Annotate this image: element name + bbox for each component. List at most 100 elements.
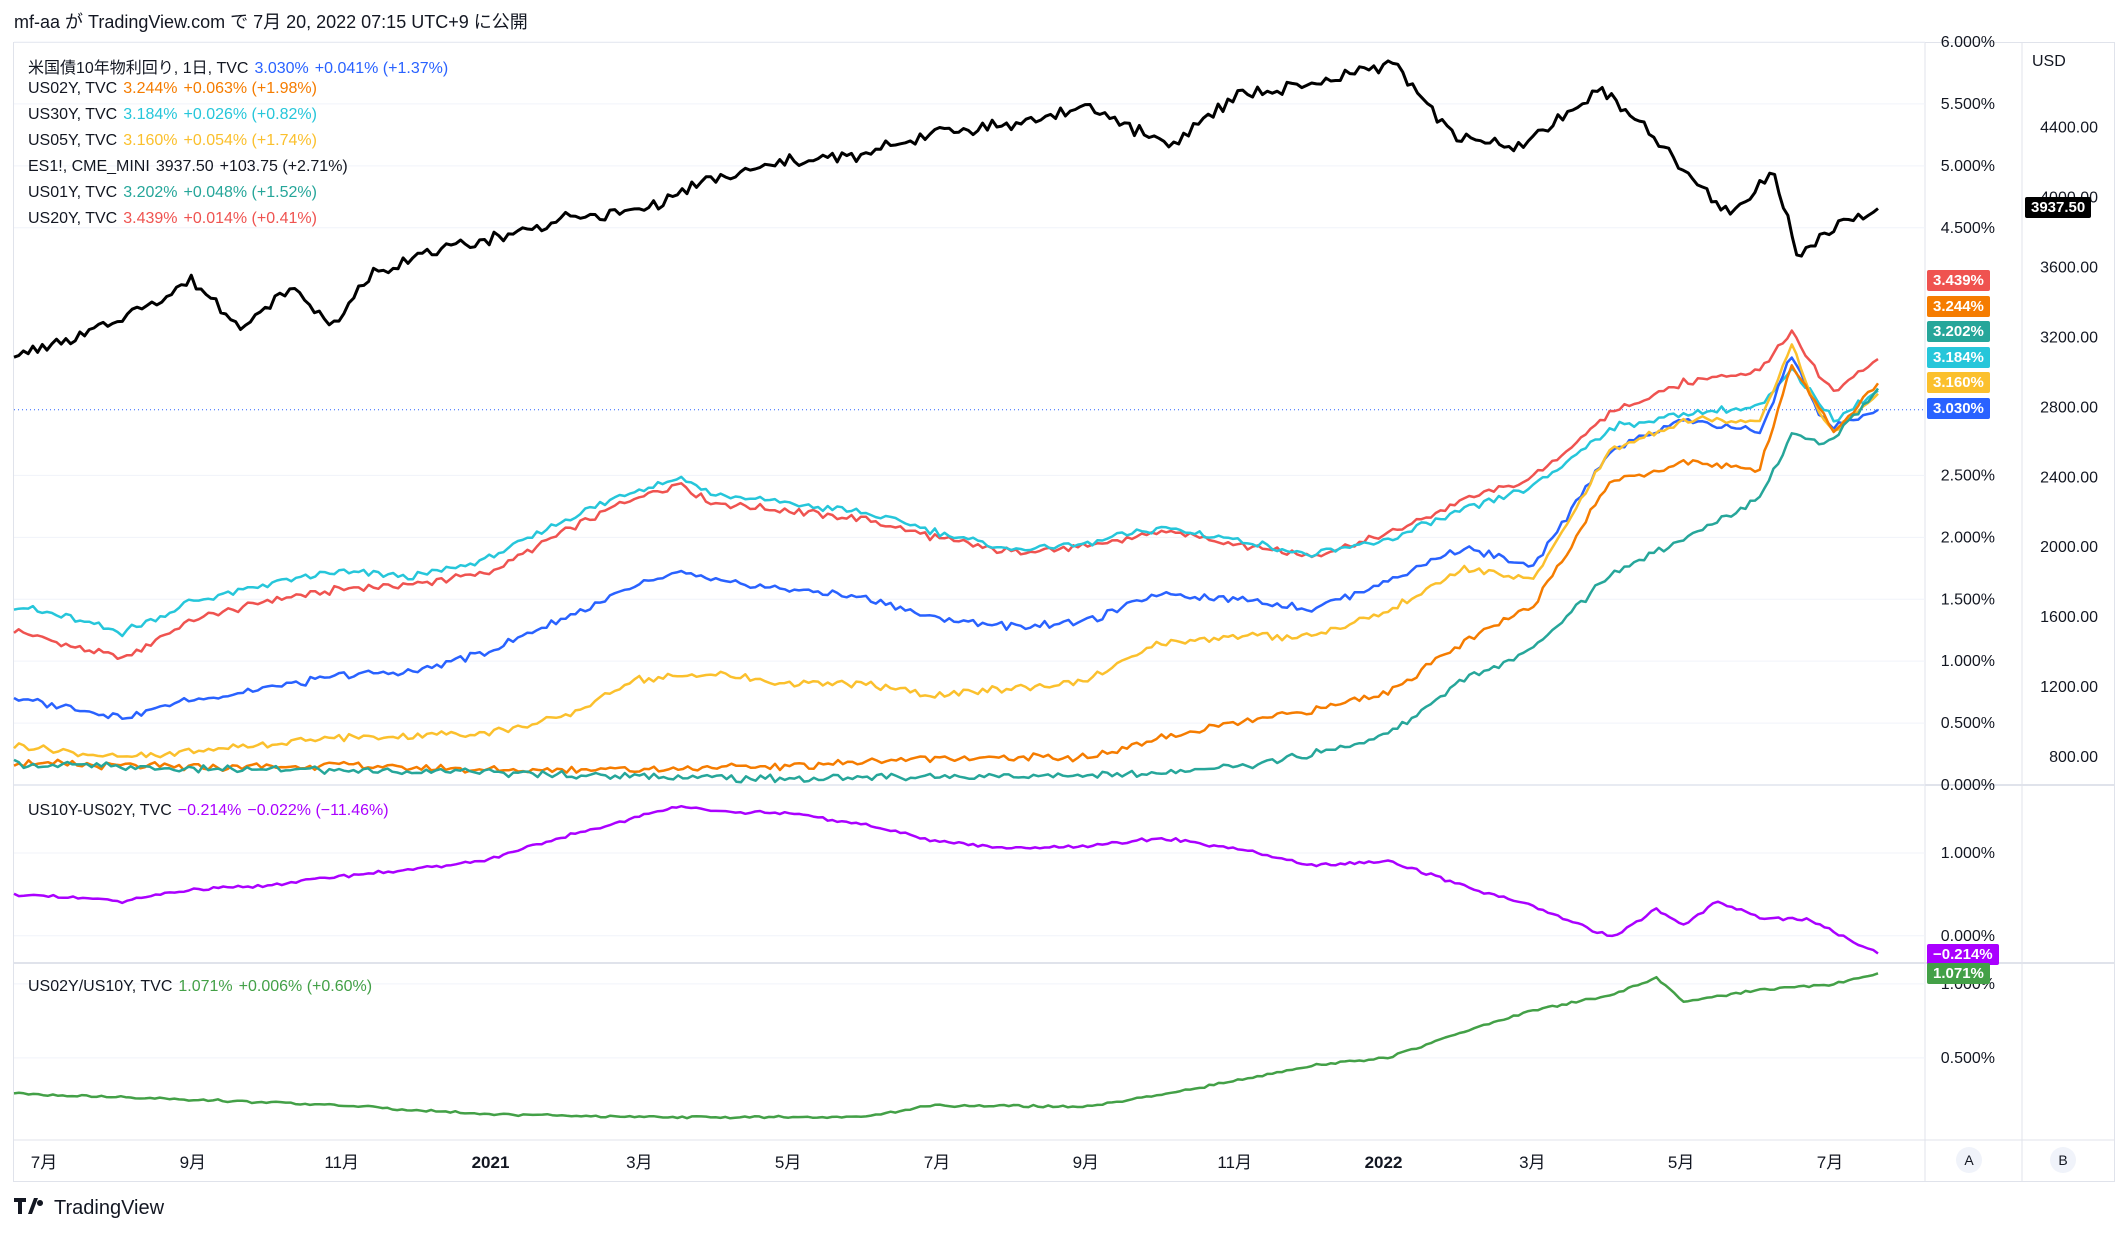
- legend-row[interactable]: US05Y, TVC 3.160% +0.054% (+1.74%): [28, 132, 454, 158]
- legend-row[interactable]: US02Y, TVC 3.244% +0.063% (+1.98%): [28, 80, 454, 106]
- legend-name: US10Y-US02Y, TVC: [28, 802, 172, 819]
- series-line-es1[interactable]: [13, 59, 1879, 359]
- x-tick-label: 7月: [1817, 1153, 1843, 1172]
- auto-scale-button[interactable]: A: [1956, 1147, 1982, 1173]
- series-line-us10yus02y[interactable]: [13, 804, 1879, 955]
- legend-value: 3.439%: [123, 210, 178, 227]
- yield-last-value-badge: 3.202%: [1927, 321, 1990, 343]
- legend-value: 1.071%: [178, 978, 233, 995]
- legend-row-ratio[interactable]: US02Y/US10Y, TVC 1.071% +0.006% (+0.60%): [28, 978, 378, 1004]
- yield-last-value-badge: 3.030%: [1927, 397, 1990, 419]
- y-right-tick-label: 2800.00: [2040, 399, 2098, 416]
- legend-row[interactable]: 米国債10年物利回り, 1日, TVC 3.030% +0.041% (+1.37%…: [28, 54, 454, 80]
- legend-row[interactable]: US01Y, TVC 3.202% +0.048% (+1.52%): [28, 184, 454, 210]
- legend-main: 米国債10年物利回り, 1日, TVC 3.030% +0.041% (+1.37%…: [28, 54, 454, 236]
- x-tick-label: 5月: [775, 1153, 801, 1172]
- legend-row-spread[interactable]: US10Y-US02Y, TVC −0.214% −0.022% (−11.46%): [28, 802, 395, 828]
- legend-value: 3.184%: [123, 106, 178, 123]
- y-right-tick-label: 800.00: [2049, 749, 2098, 766]
- series-line-us05y[interactable]: [13, 343, 1879, 759]
- legend-change: +0.041% (+1.37%): [314, 60, 449, 77]
- legend-name: US05Y, TVC: [28, 132, 118, 149]
- y-left-tick-label: 5.000%: [1941, 158, 1995, 175]
- x-tick-label: 7月: [924, 1153, 950, 1172]
- es1-last-value-badge: 3937.50: [2025, 196, 2092, 218]
- x-tick-label: 7月: [31, 1153, 57, 1172]
- legend-value: 3.202%: [123, 184, 178, 201]
- legend-row[interactable]: ES1!, CME_MINI 3937.50 +103.75 (+2.71%): [28, 158, 454, 184]
- legend-change: +0.026% (+0.82%): [183, 106, 317, 123]
- series-line-us02yus10y[interactable]: [13, 972, 1879, 1120]
- legend-name: US30Y, TVC: [28, 106, 118, 123]
- y-tick-label: 0.000%: [1941, 928, 1995, 945]
- legend-change: +103.75 (+2.71%): [219, 158, 348, 175]
- tradingview-logo-icon: [14, 1196, 46, 1220]
- legend-value: 3.160%: [123, 132, 178, 149]
- legend-change: +0.014% (+0.41%): [183, 210, 317, 227]
- legend-change: +0.006% (+0.60%): [238, 978, 373, 995]
- series-line-us01y[interactable]: [13, 387, 1879, 784]
- legend-name: US02Y, TVC: [28, 80, 118, 97]
- spread-last-value-badge: −0.214%: [1927, 943, 1999, 965]
- legend-value: −0.214%: [177, 802, 242, 819]
- x-tick-label: 11月: [1217, 1153, 1252, 1172]
- ratio-last-value-badge: 1.071%: [1927, 963, 1990, 985]
- legend-row[interactable]: US20Y, TVC 3.439% +0.014% (+0.41%): [28, 210, 454, 236]
- footer-brand: TradingView: [54, 1196, 165, 1219]
- legend-name: US20Y, TVC: [28, 210, 118, 227]
- x-tick-label: 11月: [324, 1153, 359, 1172]
- legend-name: 米国債10年物利回り, 1日, TVC: [28, 60, 249, 77]
- series-line-us10y[interactable]: [13, 356, 1879, 721]
- y-left-tick-label: 4.500%: [1941, 220, 1995, 237]
- legend-change: +0.048% (+1.52%): [183, 184, 317, 201]
- y-left-tick-label: 1.500%: [1941, 591, 1995, 608]
- legend-ratio: US02Y/US10Y, TVC 1.071% +0.006% (+0.60%): [28, 978, 378, 1004]
- b-button[interactable]: B: [2050, 1147, 2076, 1173]
- legend-change: −0.022% (−11.46%): [247, 802, 389, 819]
- x-tick-label: 2022: [1365, 1153, 1403, 1172]
- yield-last-value-badge: 3.184%: [1927, 346, 1990, 368]
- footer: TradingView: [14, 1196, 164, 1220]
- legend-change: +0.063% (+1.98%): [183, 80, 317, 97]
- y-left-tick-label: 1.000%: [1941, 653, 1995, 670]
- y-tick-label: 1.000%: [1941, 845, 1995, 862]
- y-right-axis-label: USD: [2032, 53, 2066, 70]
- legend-spread: US10Y-US02Y, TVC −0.214% −0.022% (−11.46%): [28, 802, 395, 828]
- legend-value: 3937.50: [155, 158, 214, 175]
- y-right-tick-label: 4400.00: [2040, 120, 2098, 137]
- x-tick-label: 5月: [1668, 1153, 1694, 1172]
- y-right-tick-label: 3200.00: [2040, 329, 2098, 346]
- x-tick-label: 3月: [626, 1153, 652, 1172]
- legend-name: US02Y/US10Y, TVC: [28, 978, 173, 995]
- legend-name: US01Y, TVC: [28, 184, 118, 201]
- y-tick-label: 0.500%: [1941, 1050, 1995, 1067]
- y-left-tick-label: 0.500%: [1941, 715, 1995, 732]
- legend-value: 3.030%: [254, 60, 309, 77]
- series-line-us20y[interactable]: [13, 329, 1879, 661]
- legend-row[interactable]: US30Y, TVC 3.184% +0.026% (+0.82%): [28, 106, 454, 132]
- y-left-tick-label: 6.000%: [1941, 34, 1995, 51]
- yield-last-value-badge: 3.160%: [1927, 372, 1990, 394]
- x-tick-label: 9月: [180, 1153, 206, 1172]
- legend-name: ES1!, CME_MINI: [28, 158, 150, 175]
- y-right-tick-label: 1600.00: [2040, 609, 2098, 626]
- y-right-tick-label: 2400.00: [2040, 469, 2098, 486]
- series-line-us02y[interactable]: [13, 364, 1880, 774]
- x-tick-label: 3月: [1519, 1153, 1545, 1172]
- legend-value: 3.244%: [123, 80, 178, 97]
- series-line-us30y[interactable]: [13, 367, 1879, 638]
- y-left-tick-label: 2.000%: [1941, 529, 1995, 546]
- yield-last-value-badge: 3.439%: [1927, 270, 1990, 292]
- y-left-tick-label: 0.000%: [1941, 777, 1995, 794]
- y-left-tick-label: 2.500%: [1941, 467, 1995, 484]
- y-right-tick-label: 2000.00: [2040, 539, 2098, 556]
- x-tick-label: 2021: [472, 1153, 510, 1172]
- yield-last-value-badge: 3.244%: [1927, 295, 1990, 317]
- y-right-tick-label: 1200.00: [2040, 679, 2098, 696]
- y-right-tick-label: 3600.00: [2040, 260, 2098, 277]
- publish-header: mf-aa が TradingView.com で 7月 20, 2022 07…: [14, 12, 528, 32]
- x-tick-label: 9月: [1073, 1153, 1099, 1172]
- legend-change: +0.054% (+1.74%): [183, 132, 317, 149]
- y-left-tick-label: 5.500%: [1941, 96, 1995, 113]
